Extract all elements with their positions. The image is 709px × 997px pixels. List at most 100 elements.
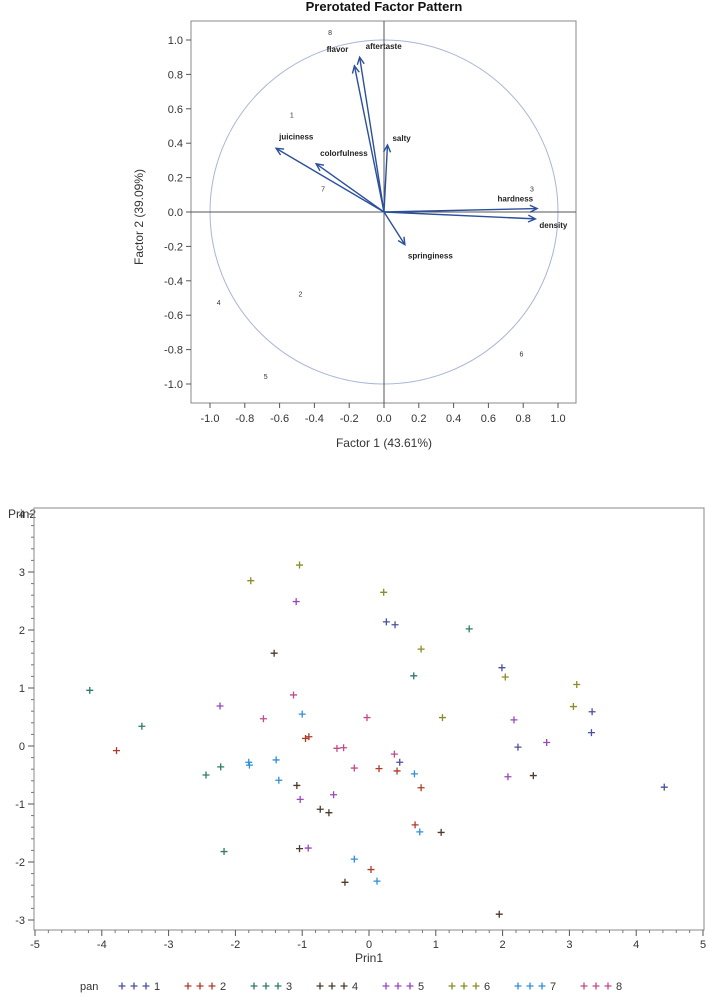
y-tick-label: -2 bbox=[15, 857, 25, 869]
data-point bbox=[296, 795, 304, 803]
legend-marker bbox=[142, 982, 150, 990]
x-tick-label: 0.0 bbox=[376, 413, 391, 425]
data-point bbox=[302, 734, 310, 742]
data-point bbox=[86, 686, 94, 694]
data-point bbox=[660, 783, 668, 791]
data-point bbox=[293, 781, 301, 789]
legend-marker bbox=[196, 982, 204, 990]
data-point bbox=[393, 767, 401, 775]
legend-marker bbox=[460, 982, 468, 990]
x-tick-label: 0.6 bbox=[481, 413, 496, 425]
y-tick-label: 0.4 bbox=[168, 138, 183, 150]
legend-marker bbox=[340, 982, 348, 990]
x-tick-label: -3 bbox=[164, 939, 174, 951]
data-point bbox=[504, 773, 512, 781]
vector-shaft bbox=[353, 65, 385, 213]
legend-marker bbox=[250, 982, 258, 990]
vector-shaft bbox=[383, 207, 538, 213]
principal-component-scatter: Prin2 Prin1 -5 -4 -3 -2 -1 0 1 2 3 4 543210-1-2-3 … bbox=[8, 507, 706, 993]
vector-label: colorfulness bbox=[320, 149, 368, 158]
data-point bbox=[363, 714, 371, 722]
y-tick-label: 0.2 bbox=[168, 173, 183, 185]
legend-marker bbox=[130, 982, 138, 990]
plot-area: -1.0 -0.8 -0.6 -0.4 -0.2 0.0 0.2 0.4 0.6 0.8 1.0 1.… bbox=[164, 20, 577, 425]
loading-vector bbox=[383, 211, 406, 247]
y-axis-title: Prin2 bbox=[8, 507, 36, 521]
data-point bbox=[465, 625, 473, 633]
legend-entry-label: 2 bbox=[220, 981, 226, 993]
x-tick-label: 0.4 bbox=[446, 413, 461, 425]
data-point bbox=[330, 791, 338, 799]
observation-label: 3 bbox=[530, 186, 534, 193]
series-pan-1 bbox=[382, 618, 668, 791]
legend-marker bbox=[448, 982, 456, 990]
legend-marker bbox=[274, 982, 282, 990]
vector-label: juiciness bbox=[278, 132, 314, 141]
vector-shaft bbox=[275, 147, 385, 213]
x-axis-title: Prin1 bbox=[355, 951, 383, 965]
data-point bbox=[375, 765, 383, 773]
x-tick-label: 4 bbox=[633, 939, 639, 951]
x-tick-label: 1.0 bbox=[550, 413, 565, 425]
data-point bbox=[390, 750, 398, 758]
data-point bbox=[373, 877, 381, 885]
data-point bbox=[296, 845, 304, 853]
data-point bbox=[316, 805, 324, 813]
y-tick-label: 0.6 bbox=[168, 104, 183, 116]
series-pan-5 bbox=[216, 598, 551, 852]
x-tick-label: 3 bbox=[566, 939, 572, 951]
y-axis-title: Factor 2 (39.09%) bbox=[132, 169, 146, 265]
legend-entry-label: 7 bbox=[550, 981, 556, 993]
x-tick-label: 0.2 bbox=[411, 413, 426, 425]
vector-arrowhead bbox=[397, 236, 406, 247]
data-point bbox=[325, 809, 333, 817]
vector-arrowhead bbox=[274, 147, 285, 156]
y-tick-label: 4 bbox=[19, 509, 25, 521]
vector-label: springiness bbox=[408, 252, 453, 261]
data-point bbox=[270, 649, 278, 657]
y-tick-label: -0.4 bbox=[164, 276, 183, 288]
vector-shaft bbox=[315, 163, 385, 213]
legend-marker bbox=[208, 982, 216, 990]
vector-arrowhead bbox=[529, 204, 539, 213]
x-tick-label: 0 bbox=[366, 939, 372, 951]
vector-arrowhead bbox=[351, 64, 360, 74]
data-point bbox=[529, 772, 537, 780]
x-tick-label: -0.6 bbox=[270, 413, 289, 425]
x-tick-label: 1 bbox=[433, 939, 439, 951]
factor-pattern-chart: Prerotated Factor Pattern Factor 1 (43.6… bbox=[132, 0, 577, 450]
loading-vector bbox=[383, 204, 539, 213]
data-point bbox=[501, 673, 509, 681]
data-point bbox=[202, 771, 210, 779]
observation-label: 8 bbox=[328, 30, 332, 37]
data-point bbox=[495, 910, 503, 918]
observation-label: 7 bbox=[321, 186, 325, 193]
x-axis-title: Factor 1 (43.61%) bbox=[336, 436, 432, 450]
y-tick-label: 3 bbox=[19, 567, 25, 579]
observation-label: 4 bbox=[217, 300, 221, 307]
legend-entry-label: 6 bbox=[484, 981, 490, 993]
data-point bbox=[305, 733, 313, 741]
vector-label: hardness bbox=[498, 195, 534, 204]
data-point bbox=[296, 561, 304, 569]
data-point bbox=[510, 716, 518, 724]
legend-marker bbox=[262, 982, 270, 990]
observation-label: 6 bbox=[520, 351, 524, 358]
legend-title: pan bbox=[80, 981, 98, 993]
data-point bbox=[498, 664, 506, 672]
legend-marker bbox=[406, 982, 414, 990]
data-point bbox=[340, 744, 348, 752]
x-tick-label: -4 bbox=[97, 939, 107, 951]
data-point bbox=[391, 621, 399, 629]
y-tick-label: 2 bbox=[19, 625, 25, 637]
data-point bbox=[292, 598, 300, 606]
loading-vector bbox=[274, 147, 385, 213]
y-tick-label: 0 bbox=[19, 741, 25, 753]
legend-marker bbox=[118, 982, 126, 990]
vector-shaft bbox=[358, 57, 385, 213]
data-point bbox=[380, 588, 388, 596]
data-point bbox=[417, 784, 425, 792]
y-tick-label: 0.0 bbox=[168, 207, 183, 219]
legend-marker bbox=[538, 982, 546, 990]
